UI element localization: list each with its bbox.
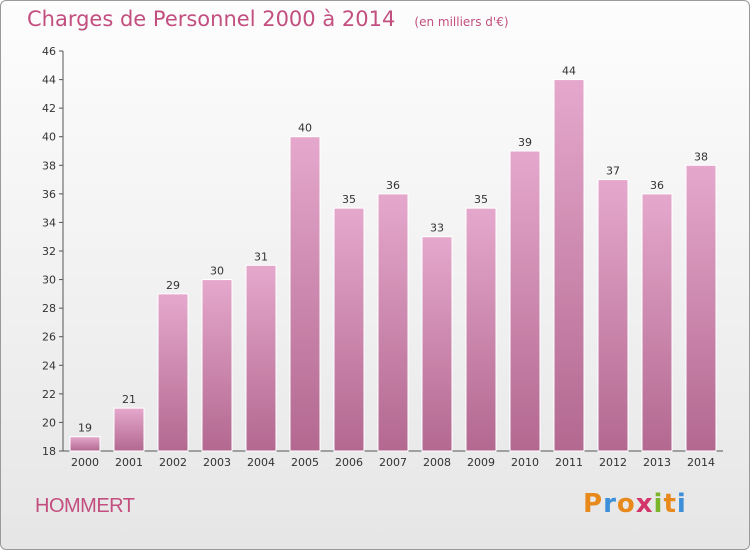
proxiti-logo[interactable]: Proxiti <box>583 489 687 519</box>
y-tick-label: 20 <box>42 416 56 429</box>
y-tick-label: 36 <box>42 188 56 201</box>
title-row: Charges de Personnel 2000 à 2014 (en mil… <box>27 7 509 31</box>
y-tick-label: 40 <box>42 131 56 144</box>
bars-group: 19 21 29 30 31 40 35 36 33 35 39 44 37 36 38 <box>69 65 717 452</box>
x-tick-label-2011: 2011 <box>555 456 583 469</box>
chart-title: Charges de Personnel 2000 à 2014 <box>27 7 396 31</box>
x-tick-label-2004: 2004 <box>247 456 275 469</box>
bar-2014 <box>685 164 717 452</box>
bar-2011 <box>553 79 585 452</box>
x-tick-label-2003: 2003 <box>203 456 231 469</box>
x-tick-label-2014: 2014 <box>687 456 715 469</box>
bar-2001 <box>113 407 145 452</box>
value-label-2003: 30 <box>210 265 224 278</box>
y-tick-label: 42 <box>42 102 56 115</box>
bar-2006 <box>333 207 365 452</box>
commune-name: HOMMERT <box>35 495 135 517</box>
bar-2002 <box>157 293 189 452</box>
value-label-2000: 19 <box>78 422 92 435</box>
bar-2003 <box>201 279 233 452</box>
logo-letter: r <box>603 489 617 519</box>
y-tick-label: 34 <box>42 216 56 229</box>
axes: 18 20 22 24 26 28 30 32 34 36 38 40 42 44 46 2000 2001 20… <box>42 45 723 469</box>
bar-2007 <box>377 193 409 452</box>
y-tick-label: 38 <box>42 159 56 172</box>
x-tick-label-2010: 2010 <box>511 456 539 469</box>
bar-2000 <box>69 436 101 452</box>
logo-letter: o <box>616 489 636 519</box>
logo-letter: i <box>653 489 664 519</box>
value-label-2007: 36 <box>386 179 400 192</box>
y-tick-label: 46 <box>42 45 56 58</box>
bar-2004 <box>245 264 277 452</box>
value-label-2012: 37 <box>606 165 620 178</box>
bar-2009 <box>465 207 497 452</box>
value-label-2014: 38 <box>694 150 708 163</box>
logo-letter: x <box>635 489 654 519</box>
y-tick-label: 44 <box>42 74 56 87</box>
value-label-2002: 29 <box>166 279 180 292</box>
y-tick-label: 28 <box>42 302 56 315</box>
y-tick-label: 26 <box>42 331 56 344</box>
y-tick-label: 22 <box>42 388 56 401</box>
y-tick-label: 18 <box>42 445 56 458</box>
logo-letter: t <box>663 489 677 519</box>
y-tick-label: 32 <box>42 245 56 258</box>
x-tick-label-2007: 2007 <box>379 456 407 469</box>
value-label-2001: 21 <box>122 393 136 406</box>
value-label-2005: 40 <box>298 122 312 135</box>
value-label-2013: 36 <box>650 179 664 192</box>
chart-unit: (en milliers d'€) <box>414 15 509 29</box>
bar-2012 <box>597 179 629 452</box>
y-tick-label: 24 <box>42 359 56 372</box>
value-label-2010: 39 <box>518 136 532 149</box>
logo-letter: P <box>583 489 604 519</box>
value-label-2008: 33 <box>430 222 444 235</box>
value-label-2004: 31 <box>254 250 268 263</box>
y-tick-label: 30 <box>42 274 56 287</box>
bar-2010 <box>509 150 541 452</box>
x-tick-label-2000: 2000 <box>71 456 99 469</box>
logo-letter: i <box>676 489 687 519</box>
value-label-2011: 44 <box>562 65 576 78</box>
x-tick-label-2009: 2009 <box>467 456 495 469</box>
bar-2013 <box>641 193 673 452</box>
x-tick-label-2012: 2012 <box>599 456 627 469</box>
x-tick-label-2008: 2008 <box>423 456 451 469</box>
value-label-2006: 35 <box>342 193 356 206</box>
value-label-2009: 35 <box>474 193 488 206</box>
x-tick-label-2013: 2013 <box>643 456 671 469</box>
x-tick-label-2006: 2006 <box>335 456 363 469</box>
bar-2005 <box>289 136 321 452</box>
x-tick-label-2005: 2005 <box>291 456 319 469</box>
x-tick-label-2001: 2001 <box>115 456 143 469</box>
x-tick-label-2002: 2002 <box>159 456 187 469</box>
bar-2008 <box>421 236 453 452</box>
